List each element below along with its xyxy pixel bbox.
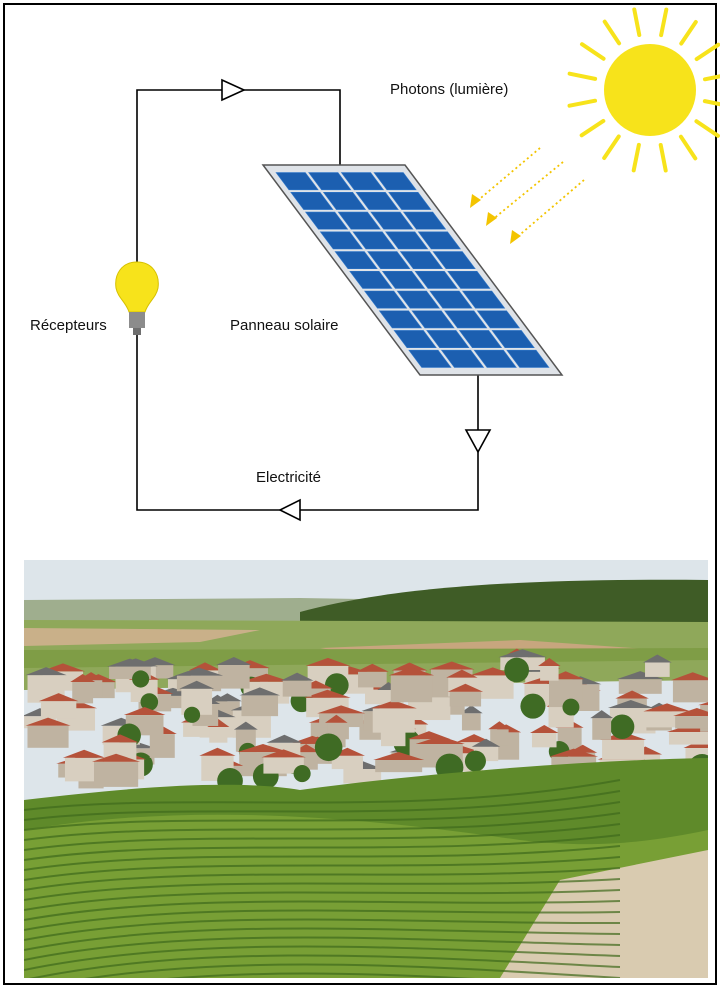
bulb-tip — [133, 328, 141, 335]
house-wall — [462, 713, 481, 730]
house-wall — [391, 675, 432, 702]
house-wall — [41, 701, 76, 718]
house-wall — [150, 734, 175, 758]
house-wall — [27, 726, 68, 748]
house-wall — [602, 740, 644, 760]
house-wall — [619, 679, 662, 694]
tree — [294, 765, 311, 782]
house-wall — [375, 760, 422, 772]
house-wall — [645, 662, 670, 676]
tree — [465, 751, 486, 772]
sun-disc — [604, 44, 696, 136]
tree — [184, 707, 200, 723]
tree — [562, 699, 579, 716]
panel-label: Panneau solaire — [230, 317, 338, 334]
house-wall — [241, 695, 278, 716]
house-wall — [673, 680, 713, 702]
house-wall — [209, 727, 227, 743]
tree — [315, 733, 343, 761]
tree — [610, 715, 634, 739]
house-wall — [540, 666, 558, 681]
house-wall — [450, 692, 481, 707]
house-wall — [373, 708, 415, 732]
bulb-base — [129, 312, 145, 328]
house-wall — [94, 762, 138, 787]
house-wall — [532, 733, 557, 747]
photons-label: Photons (lumière) — [390, 81, 508, 98]
house-wall — [218, 665, 250, 689]
tree — [132, 670, 149, 687]
house-wall — [283, 681, 312, 697]
tree — [504, 658, 529, 683]
landscape-photo — [22, 560, 720, 988]
house-wall — [358, 672, 387, 688]
receivers-label: Récepteurs — [30, 317, 107, 334]
tree — [520, 694, 545, 719]
page: Photons (lumière) Récepteurs Panneau sol… — [0, 0, 720, 988]
house-wall — [592, 718, 611, 740]
electricity-label: Electricité — [256, 469, 321, 486]
